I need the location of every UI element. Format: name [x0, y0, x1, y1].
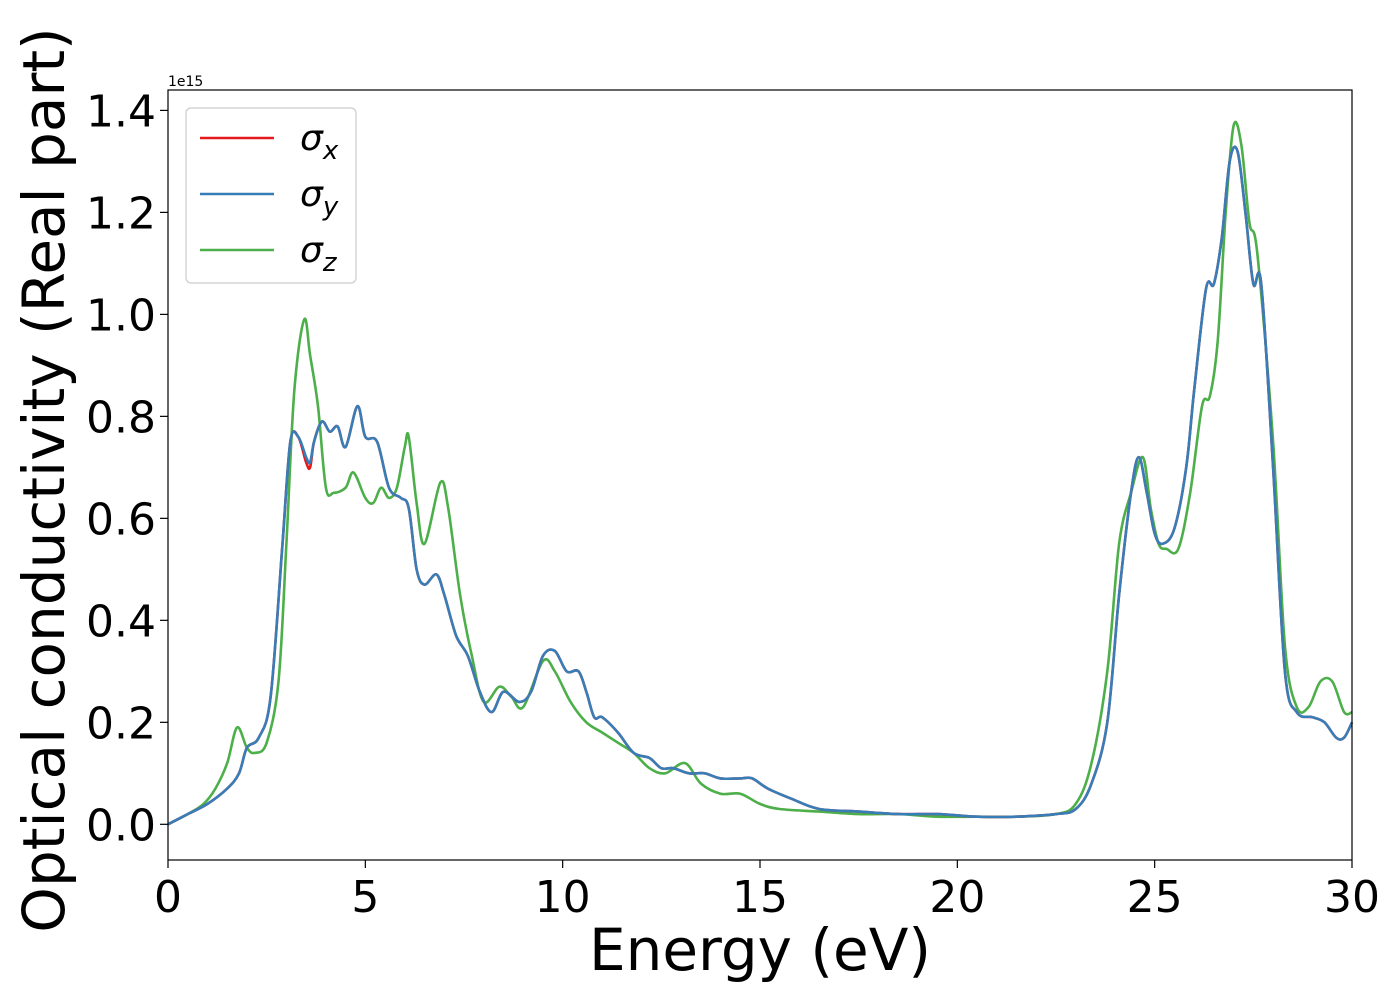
- plot-frame: [167, 89, 1353, 861]
- legend-subscript: x: [322, 136, 339, 166]
- legend-symbol: σ: [300, 230, 324, 271]
- x-axis-label: Energy (eV): [589, 916, 931, 984]
- x-tick-label: 0: [154, 872, 182, 923]
- y-offset-label: 1e15: [168, 74, 203, 90]
- y-tick-label: 0.0: [86, 800, 156, 851]
- x-tick-label: 25: [1127, 872, 1183, 923]
- axis-ticks: 0 5 10 15 20 25 30 0.0 0.2 0.4 0.6 0.8 1.0 1.2 1.4: [86, 86, 1380, 923]
- series-lines: [167, 120, 1354, 826]
- x-tick-label: 15: [732, 872, 788, 923]
- y-tick-label: 1.4: [86, 86, 156, 137]
- legend-symbol: σ: [300, 118, 324, 159]
- legend-label-x: σx: [300, 118, 339, 166]
- y-tick-label: 1.0: [86, 290, 156, 341]
- x-tick-label: 10: [535, 872, 591, 923]
- legend-subscript: z: [322, 248, 338, 278]
- x-tick-label: 20: [929, 872, 985, 923]
- y-axis-label: Optical conductivity (Real part): [10, 27, 78, 932]
- y-tick-label: 0.8: [86, 392, 156, 443]
- y-tick-label: 0.6: [86, 494, 156, 545]
- series-line-y: [167, 145, 1354, 826]
- legend-label-y: σy: [300, 174, 339, 222]
- y-tick-label: 0.2: [86, 698, 156, 749]
- legend-label-z: σz: [300, 230, 338, 278]
- x-tick-label: 5: [351, 872, 379, 923]
- y-tick-label: 0.4: [86, 596, 156, 647]
- y-tick-label: 1.2: [86, 188, 156, 239]
- legend-symbol: σ: [300, 174, 324, 215]
- series-line-z: [167, 120, 1353, 826]
- legend-box: [185, 107, 357, 284]
- legend-subscript: y: [322, 192, 339, 222]
- x-tick-label: 30: [1324, 872, 1380, 923]
